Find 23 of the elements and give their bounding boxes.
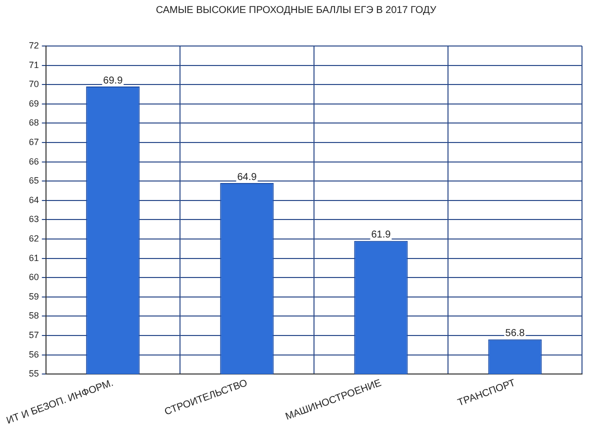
y-tick-label: 56 xyxy=(28,349,39,360)
y-tick-label: 64 xyxy=(28,194,39,205)
y-tick-label: 59 xyxy=(28,291,39,302)
y-tick-label: 72 xyxy=(28,40,39,50)
y-tick-label: 63 xyxy=(28,214,39,224)
y-tick-label: 60 xyxy=(28,272,39,282)
y-tick-label: 57 xyxy=(28,330,39,340)
y-tick-label: 55 xyxy=(28,368,39,379)
y-tick-label: 68 xyxy=(28,118,39,128)
y-tick-label: 67 xyxy=(28,136,39,147)
data-label: 61.9 xyxy=(371,230,392,241)
data-label: 69.9 xyxy=(103,75,124,86)
y-tick-label: 69 xyxy=(28,98,39,108)
y-tick-label: 66 xyxy=(28,156,39,166)
data-label: 56.8 xyxy=(505,328,526,340)
y-tick-label: 62 xyxy=(28,233,39,244)
y-tick-label: 70 xyxy=(28,79,39,90)
y-tick-label: 58 xyxy=(28,310,39,321)
data-label: 64.9 xyxy=(237,172,258,183)
chart-title: САМЫЕ ВЫСОКИЕ ПРОХОДНЫЕ БАЛЛЫ ЕГЭ В 2017 ГОДУ xyxy=(156,4,437,16)
y-tick-label: 65 xyxy=(28,176,39,186)
y-tick-label: 61 xyxy=(28,252,39,263)
y-tick-label: 71 xyxy=(28,60,39,70)
